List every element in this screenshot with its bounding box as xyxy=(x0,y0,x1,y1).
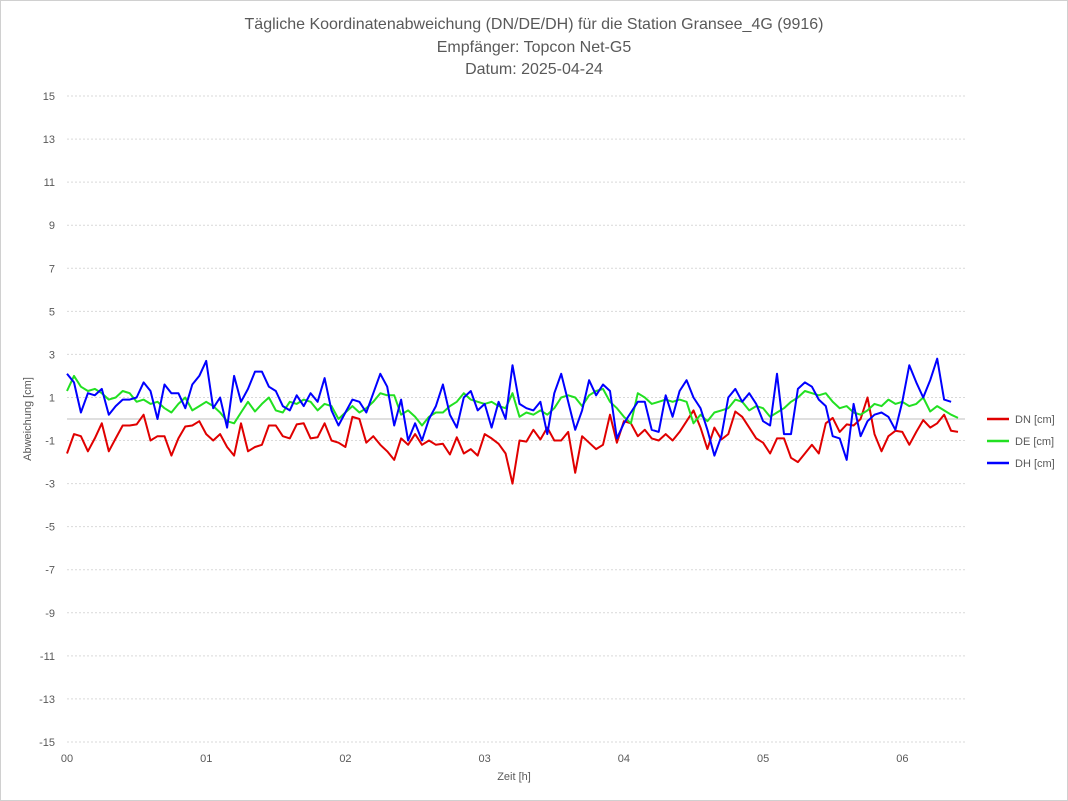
legend-label-de: DE [cm] xyxy=(1015,436,1054,448)
chart-title-line-1: Tägliche Koordinatenabweichung (DN/DE/DH… xyxy=(245,16,824,33)
x-tick-label: 00 xyxy=(61,753,73,765)
x-axis-title: Zeit [h] xyxy=(497,771,531,783)
y-tick-label: -7 xyxy=(45,565,55,577)
x-tick-label: 02 xyxy=(339,753,351,765)
y-tick-label: -5 xyxy=(45,522,55,534)
x-tick-label: 01 xyxy=(200,753,212,765)
y-axis-title: Abweichung [cm] xyxy=(22,377,34,461)
y-axis: 15 13 11 9 7 5 3 1 -1 -3 -5 -7 -9 -11 -13 -15 xyxy=(39,91,55,749)
y-tick-label: 11 xyxy=(44,177,55,189)
gridlines xyxy=(67,95,965,743)
series-line-dn xyxy=(66,396,959,485)
y-tick-label: -13 xyxy=(39,694,55,706)
y-tick-label: -1 xyxy=(45,436,55,448)
y-tick-label: 7 xyxy=(49,263,55,275)
x-tick-label: 06 xyxy=(896,753,908,765)
y-tick-label: -3 xyxy=(45,479,55,491)
legend-label-dh: DH [cm] xyxy=(1015,458,1055,470)
y-tick-label: -9 xyxy=(45,608,55,620)
y-tick-label: 1 xyxy=(49,392,55,404)
legend-label-dn: DN [cm] xyxy=(1015,414,1055,426)
y-tick-label: -15 xyxy=(39,737,55,749)
y-tick-label: -11 xyxy=(40,651,55,663)
y-tick-label: 3 xyxy=(49,349,55,361)
chart-title: Tägliche Koordinatenabweichung (DN/DE/DH… xyxy=(245,16,824,78)
x-tick-label: 04 xyxy=(618,753,630,765)
y-tick-label: 5 xyxy=(49,306,55,318)
x-axis: 00 01 02 03 04 05 06 xyxy=(61,753,909,765)
chart-title-line-3: Datum: 2025-04-24 xyxy=(465,61,603,78)
legend: DN [cm] DE [cm] DH [cm] xyxy=(987,414,1055,470)
x-tick-label: 05 xyxy=(757,753,769,765)
x-tick-label: 03 xyxy=(479,753,491,765)
series-line-de xyxy=(66,374,959,427)
series-lines xyxy=(66,357,959,485)
y-tick-label: 13 xyxy=(43,134,55,146)
chart-title-line-2: Empfänger: Topcon Net-G5 xyxy=(437,39,632,56)
series-line-dh xyxy=(66,357,952,461)
y-tick-label: 15 xyxy=(43,91,55,103)
y-tick-label: 9 xyxy=(49,220,55,232)
